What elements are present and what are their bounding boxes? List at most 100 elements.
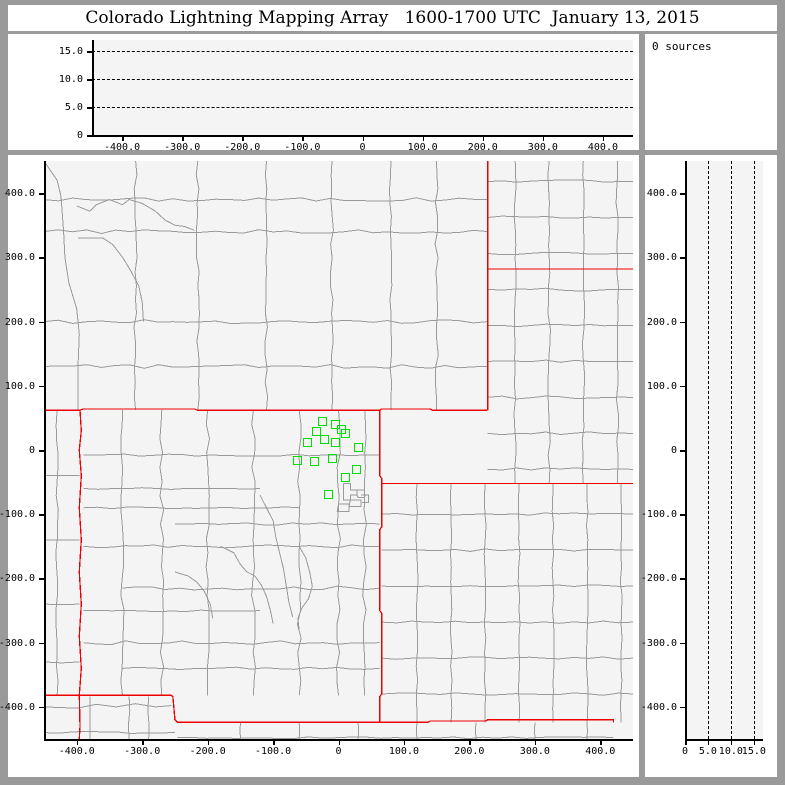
- y-tick-label: 15.0: [58, 46, 83, 58]
- y-tick-label: 300.0: [646, 252, 677, 264]
- county-line: [381, 584, 633, 588]
- y-tick-label: 100.0: [4, 380, 36, 392]
- y-tick: [39, 450, 45, 452]
- top-plot-area[interactable]: [92, 40, 633, 135]
- county-line: [44, 319, 488, 324]
- lma-source-marker: [351, 464, 361, 474]
- county-line: [264, 161, 269, 411]
- county-line: [487, 287, 633, 292]
- y-tick-label: 200.0: [646, 316, 677, 328]
- colorado-north-border: [44, 408, 488, 411]
- kansas-oklahoma-border: [487, 719, 615, 723]
- lma-source-marker: [293, 456, 303, 466]
- y-tick-label: -100.0: [640, 509, 678, 521]
- denver-metro-county: [348, 499, 362, 507]
- x-tick-label: 0: [335, 746, 342, 757]
- y-tick: [680, 514, 686, 516]
- county-line: [517, 483, 521, 723]
- colorado-county-line: [220, 545, 274, 624]
- source-count-panel[interactable]: 0 sources: [645, 34, 777, 150]
- lma-source-marker: [319, 435, 329, 445]
- colorado-county-line: [83, 506, 300, 510]
- y-tick-label: 400.0: [646, 188, 677, 200]
- y-tick-label: -400.0: [0, 701, 36, 713]
- y-tick: [39, 578, 45, 580]
- x-tick-label: 400.0: [585, 746, 616, 757]
- y-tick-label: 0: [77, 130, 84, 141]
- county-line: [329, 161, 334, 411]
- map-plot-area[interactable]: [44, 161, 633, 739]
- x-tick-label: -200.0: [189, 746, 226, 757]
- denver-metro-county: [356, 489, 366, 498]
- y-tick-label: 400.0: [4, 188, 36, 200]
- lma-source-marker: [310, 457, 320, 467]
- county-line: [44, 730, 175, 735]
- gridline-vertical: [730, 161, 732, 739]
- x-tick-label: -300.0: [124, 746, 161, 757]
- title-bar: Colorado Lightning Mapping Array 1600-17…: [8, 5, 777, 31]
- lma-source-marker: [318, 417, 328, 427]
- y-tick: [87, 79, 93, 81]
- colorado-county-line: [174, 571, 214, 619]
- top-plot-y-axis: [92, 40, 94, 135]
- y-tick-label: 0: [671, 445, 678, 456]
- colorado-county-line: [205, 410, 211, 696]
- colorado-south-border: [44, 694, 489, 723]
- right-plot-area[interactable]: [685, 161, 763, 739]
- county-map-svg: [44, 161, 633, 739]
- x-tick: [753, 739, 756, 745]
- x-tick: [730, 739, 733, 745]
- y-tick: [680, 706, 686, 709]
- y-tick: [87, 135, 93, 137]
- county-line: [487, 431, 633, 436]
- denver-metro-county: [343, 482, 358, 501]
- colorado-county-line: [296, 410, 302, 696]
- y-tick-label: -300.0: [0, 637, 36, 649]
- y-tick: [680, 578, 686, 580]
- x-tick-label: 15.0: [741, 746, 766, 757]
- county-line: [581, 161, 585, 484]
- county-line: [147, 696, 150, 739]
- y-tick-label: 10.0: [58, 74, 83, 86]
- lma-source-marker: [323, 489, 333, 499]
- county-line: [415, 722, 418, 739]
- x-tick: [338, 739, 340, 745]
- county-line: [513, 161, 517, 484]
- x-tick: [469, 739, 471, 745]
- x-tick-label: 100.0: [407, 142, 438, 153]
- x-tick: [403, 739, 406, 745]
- colorado-county-line: [159, 410, 165, 696]
- x-tick-label: -100.0: [284, 142, 321, 153]
- x-tick: [482, 135, 485, 141]
- x-tick-label: 10.0: [718, 746, 743, 757]
- county-line: [44, 703, 172, 709]
- x-tick-label: 5.0: [698, 746, 717, 757]
- plan-view-map-panel[interactable]: -400.0 -300.0 -200.0 -100.0 0 100.0 200.0 300.0…: [0, 155, 639, 777]
- y-tick: [39, 321, 45, 324]
- colorado-county-line: [362, 410, 367, 696]
- lma-source-marker: [353, 442, 363, 452]
- colorado-county-line: [251, 410, 256, 696]
- y-tick-label: 0: [29, 445, 36, 456]
- x-tick-label: 200.0: [454, 746, 485, 757]
- colorado-county-line: [83, 453, 380, 457]
- y-tick-label: -200.0: [640, 573, 678, 585]
- y-tick-label: 5.0: [64, 102, 83, 114]
- colorado-county-line: [122, 585, 380, 591]
- county-line: [551, 483, 555, 723]
- y-tick: [680, 642, 686, 645]
- altitude-vs-east-west-panel[interactable]: 0 5.0 10.0 15.0 -400.0 -300.0 -200.0 -100.0 0 100…: [8, 34, 639, 153]
- altitude-vs-north-south-panel[interactable]: -400.0 -300.0 -200.0 -100.0 0 100.0 200.0 300.0…: [641, 155, 777, 777]
- y-tick: [39, 514, 45, 516]
- county-line: [487, 251, 633, 256]
- y-tick: [680, 193, 686, 195]
- x-tick-label: 400.0: [587, 142, 618, 153]
- x-tick: [182, 135, 184, 141]
- colorado-west-border: [78, 410, 82, 739]
- y-tick: [87, 51, 93, 53]
- x-tick: [122, 135, 124, 141]
- x-tick-label: 200.0: [467, 142, 498, 153]
- county-line: [127, 696, 131, 739]
- county-line: [487, 359, 633, 363]
- y-tick: [39, 385, 45, 388]
